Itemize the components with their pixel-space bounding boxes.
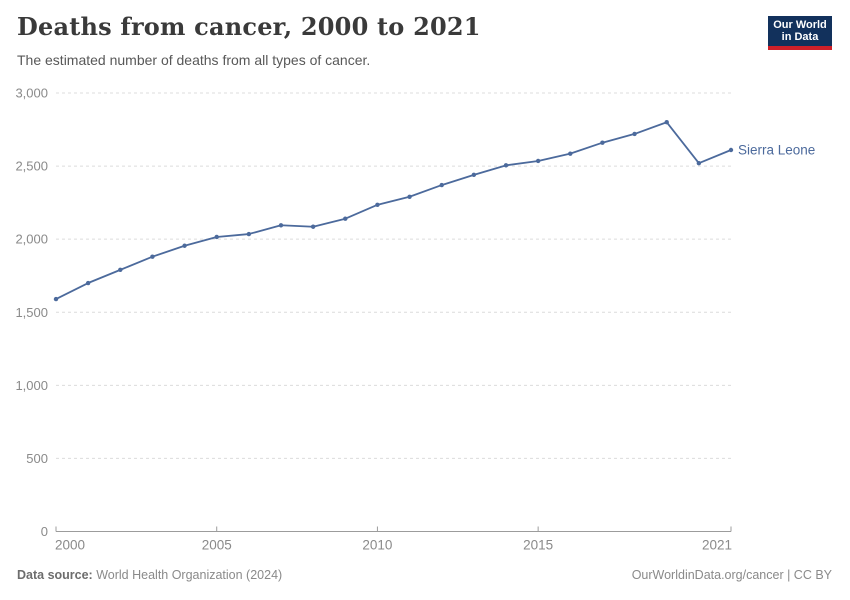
page-title: Deaths from cancer, 2000 to 2021 (17, 12, 481, 41)
y-axis-tick-label: 1,500 (15, 305, 48, 320)
data-source-label: Data source: (17, 568, 93, 582)
data-point-marker (728, 147, 734, 153)
data-point-marker (150, 254, 155, 259)
chart-subtitle: The estimated number of deaths from all … (17, 52, 371, 68)
data-point-marker (407, 194, 412, 199)
data-point-marker (53, 296, 59, 302)
line-series-sierra-leone (55, 121, 732, 300)
entity-label-sierra-leone[interactable]: Sierra Leone (738, 143, 815, 158)
data-point-marker (118, 267, 123, 273)
data-point-marker (503, 163, 509, 168)
y-axis-tick-label: 0 (41, 524, 48, 539)
data-point-marker (246, 231, 252, 237)
x-axis-tick-label: 2000 (55, 538, 85, 553)
owid-logo-line2: in Data (781, 31, 819, 43)
data-point-marker (375, 202, 380, 208)
data-point-marker (343, 216, 348, 221)
data-point-marker (278, 223, 284, 228)
y-axis-tick-label: 2,000 (15, 232, 48, 247)
data-point-marker (535, 158, 541, 164)
y-axis-tick-label: 2,500 (15, 159, 48, 174)
owid-logo-line1: Our World (773, 18, 827, 31)
y-axis-tick-label: 1,000 (15, 378, 48, 393)
data-source-value: World Health Organization (2024) (96, 568, 283, 582)
x-axis-tick-label: 2005 (202, 538, 232, 553)
data-point-marker (632, 131, 637, 137)
data-point-marker (214, 234, 219, 240)
data-point-marker (568, 151, 573, 156)
chart-footer: Data source: World Health Organization (… (0, 568, 850, 592)
data-point-marker (471, 172, 477, 178)
y-axis-tick-label: 3,000 (15, 86, 48, 101)
owid-logo: Our World in Data (768, 16, 832, 50)
data-point-marker (439, 182, 444, 188)
data-point-marker (600, 140, 605, 145)
data-point-marker (696, 160, 702, 166)
data-point-marker (85, 280, 91, 286)
y-axis-tick-label: 500 (26, 451, 48, 466)
x-axis-tick-label: 2015 (523, 538, 553, 553)
credit-link[interactable]: OurWorldinData.org/cancer | CC BY (631, 568, 832, 582)
x-axis-tick-label: 2021 (702, 538, 732, 553)
data-point-marker (310, 224, 316, 229)
x-axis-tick-label: 2010 (362, 538, 392, 553)
data-point-marker (664, 120, 669, 125)
data-source: Data source: World Health Organization (… (17, 568, 282, 582)
data-point-marker (182, 243, 187, 248)
